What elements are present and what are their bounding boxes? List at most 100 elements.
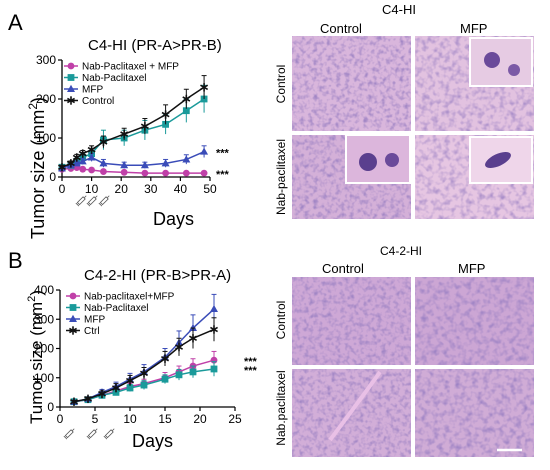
y-tick-label: 100 [36, 131, 56, 145]
data-point [66, 159, 75, 168]
series-ctrl [69, 317, 219, 406]
syringe-needle [111, 428, 115, 432]
data-point [161, 375, 169, 383]
legend-label: Nab-Paclitaxel + MFP [82, 62, 179, 73]
chart-title-a: C4-HI (PR-A>PR-B) [88, 37, 222, 54]
data-point [83, 394, 93, 404]
histology-a: C4-HI Control MFP Control Nab-paclitaxel [274, 2, 534, 219]
data-point [182, 169, 190, 177]
data-point [72, 153, 81, 162]
syringe-plunger [86, 435, 91, 440]
series-mfp [58, 145, 209, 172]
inset-zoom [345, 134, 411, 184]
legend-item: Control [64, 96, 114, 107]
data-point [182, 155, 191, 163]
legend-item: Nab-Paclitaxel + MFP [64, 62, 179, 73]
x-tick-label: 5 [92, 412, 99, 426]
histology-row-label-control-b: Control [274, 301, 288, 340]
panel-letter-b: B [8, 248, 23, 273]
histology-image-a-control-control [292, 36, 411, 131]
y-tick-label: 0 [49, 170, 56, 184]
data-point [87, 153, 96, 161]
data-point [189, 368, 197, 376]
star-stroke [97, 391, 107, 397]
x-tick-label: 50 [203, 182, 217, 196]
star-stroke [140, 123, 149, 130]
x-tick-label: 15 [158, 412, 172, 426]
legend-label: Nab-Paclitaxel [82, 73, 146, 84]
panel-letter-a: A [8, 10, 23, 35]
syringe-barrel [87, 429, 97, 439]
x-axis-label-b: Days [132, 431, 173, 451]
data-point [210, 365, 218, 373]
histology-image-b-nab-mfp [415, 369, 534, 457]
histology-col-label-control-a: Control [320, 21, 362, 36]
data-point [57, 163, 67, 172]
series-combo [58, 164, 208, 177]
star-stroke [188, 335, 198, 342]
histology-col-label-control-b: Control [322, 261, 364, 276]
data-point [120, 161, 129, 169]
significance-label: *** [216, 148, 230, 160]
data-point [99, 159, 108, 167]
data-point [72, 159, 81, 167]
data-point [182, 107, 190, 115]
legend-item: MFP [66, 315, 105, 326]
data-point [189, 323, 197, 332]
histology-image-b-nab-control [292, 369, 411, 457]
syringe-needle [83, 195, 87, 199]
legend-marker [67, 62, 75, 70]
data-point [209, 325, 219, 334]
legend-item: MFP [64, 85, 103, 96]
legend-marker [69, 292, 77, 300]
histology-col-label-mfp-a: MFP [460, 21, 487, 36]
legend-marker [68, 326, 78, 335]
data-point [182, 94, 191, 104]
legend-item: Nab-Paclitaxel [64, 73, 146, 84]
legend-label: Nab-Paclitaxel [84, 303, 148, 314]
series-line [73, 368, 215, 403]
data-point [174, 342, 184, 352]
histology-image-a-nab-mfp [415, 135, 534, 219]
x-tick-label: 40 [174, 182, 188, 196]
data-point [79, 165, 87, 173]
histology-image-b-control-control [292, 277, 411, 365]
star-stroke [120, 131, 129, 137]
x-tick-label: 10 [85, 182, 99, 196]
significance-label: *** [244, 356, 258, 368]
x-tick-label: 0 [57, 412, 64, 426]
x-tick-label: 20 [193, 412, 207, 426]
series-line [73, 328, 215, 403]
syringe-barrel [99, 196, 109, 206]
data-point [188, 334, 198, 343]
data-point [87, 145, 96, 154]
data-point [125, 376, 135, 385]
data-point [161, 110, 170, 119]
legend-marker [67, 74, 75, 81]
legend-marker [69, 314, 77, 322]
syringe-plunger [98, 202, 103, 207]
data-point [161, 159, 170, 167]
star-stroke [125, 377, 135, 384]
histology-image-a-nab-control [292, 134, 411, 219]
star-stroke [161, 111, 170, 118]
data-point [88, 166, 95, 174]
data-point [140, 381, 148, 389]
syringe-plunger [75, 202, 80, 207]
star-stroke [83, 396, 93, 402]
syringe-icon [86, 428, 98, 440]
syringe-plunger [103, 435, 108, 440]
series-ctrl [57, 75, 209, 172]
y-tick-label: 400 [34, 283, 54, 297]
syringe-icon [86, 195, 98, 207]
data-point [160, 354, 170, 363]
star-stroke [209, 326, 219, 333]
star-stroke [66, 97, 76, 104]
data-point [100, 168, 107, 175]
star-stroke [87, 146, 96, 153]
data-point [99, 137, 108, 147]
legend-marker [66, 96, 76, 105]
data-point [139, 369, 149, 378]
y-tick-label: 300 [34, 312, 54, 326]
